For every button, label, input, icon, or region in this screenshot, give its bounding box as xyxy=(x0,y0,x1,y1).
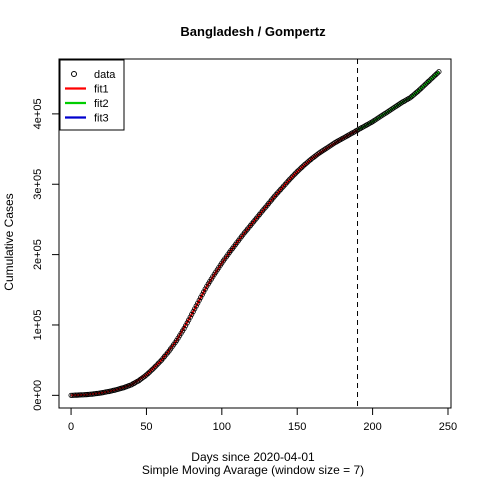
data-point xyxy=(149,366,156,372)
data-point xyxy=(297,166,303,172)
data-point xyxy=(412,91,418,97)
data-point xyxy=(142,373,148,379)
x-axis-label: Days since 2020-04-01 xyxy=(191,450,315,464)
data-point xyxy=(276,188,282,194)
data-point xyxy=(287,176,293,182)
data-point xyxy=(413,90,419,96)
legend-label-fit3: fit3 xyxy=(94,113,109,125)
y-axis-label: Cumulative Cases xyxy=(2,193,16,290)
data-point xyxy=(421,83,427,89)
data-point xyxy=(299,164,305,170)
x-tick-label: 50 xyxy=(140,421,152,433)
legend-label-fit1: fit1 xyxy=(94,84,109,96)
data-point xyxy=(296,167,302,173)
data-point xyxy=(152,363,159,369)
data-point xyxy=(290,173,296,179)
legend-label-data: data xyxy=(94,69,116,81)
x-tick-label: 200 xyxy=(363,421,381,433)
data-point xyxy=(280,183,287,189)
data-point xyxy=(274,190,281,196)
x-axis-sublabel: Simple Moving Avarage (window size = 7) xyxy=(142,463,364,477)
data-point xyxy=(271,193,278,199)
data-point xyxy=(146,369,153,375)
data-point xyxy=(418,86,424,92)
x-tick-label: 0 xyxy=(68,421,74,433)
data-point xyxy=(293,170,299,176)
data-point xyxy=(282,181,288,187)
data-point xyxy=(184,320,190,326)
data-point xyxy=(424,80,430,86)
y-tick-label: 1e+05 xyxy=(32,310,44,341)
data-point xyxy=(419,84,425,90)
data-point xyxy=(189,311,195,317)
data-point xyxy=(407,95,413,101)
x-tick-label: 250 xyxy=(439,421,457,433)
y-tick-label: 3e+05 xyxy=(32,169,44,200)
data-point xyxy=(410,92,416,98)
data-point xyxy=(183,323,189,329)
data-point xyxy=(201,289,207,295)
y-tick-label: 0e+00 xyxy=(32,380,44,411)
data-point xyxy=(294,169,300,175)
data-point xyxy=(427,77,433,83)
data-point xyxy=(431,73,437,79)
legend-symbol-data xyxy=(71,71,77,77)
data-point xyxy=(305,159,311,165)
data-point xyxy=(193,303,199,309)
data-point xyxy=(186,317,192,323)
data-point xyxy=(303,160,309,166)
data-point xyxy=(306,158,312,164)
data-point xyxy=(273,191,279,198)
data-point xyxy=(195,300,201,306)
data-point xyxy=(422,81,428,87)
data-point xyxy=(202,286,208,292)
data-point xyxy=(436,69,442,75)
data-point xyxy=(425,78,431,85)
data-point xyxy=(145,370,151,377)
data-point xyxy=(279,185,285,191)
y-tick-label: 2e+05 xyxy=(32,239,44,270)
data-point xyxy=(155,360,162,366)
data-point xyxy=(433,71,439,78)
x-tick-label: 100 xyxy=(213,421,231,433)
data-point xyxy=(196,297,202,303)
data-point xyxy=(428,76,434,82)
data-point xyxy=(285,178,291,184)
legend-label-fit2: fit2 xyxy=(94,98,109,110)
y-tick-label: 4e+05 xyxy=(32,98,44,129)
y-axis: 0e+00 1e+05 2e+05 3e+05 4e+05 xyxy=(32,98,60,411)
data-point xyxy=(143,372,149,378)
data-point xyxy=(190,308,196,315)
data-point xyxy=(409,93,415,100)
data-point xyxy=(187,314,193,320)
data-point xyxy=(199,292,205,298)
data-point xyxy=(430,74,436,80)
legend: data fit1 fit2 fit3 xyxy=(59,59,125,131)
data-point xyxy=(148,368,154,374)
data-point xyxy=(154,362,160,368)
data-point xyxy=(302,161,308,168)
data-point xyxy=(198,294,204,301)
data-points xyxy=(68,69,442,398)
data-point xyxy=(151,365,157,371)
data-point xyxy=(277,186,284,193)
data-point xyxy=(284,180,290,186)
chart-title: Bangladesh / Gompertz xyxy=(180,24,326,39)
data-point xyxy=(416,87,422,93)
data-point xyxy=(157,359,163,365)
data-point xyxy=(181,325,187,332)
data-point xyxy=(415,88,421,95)
data-point xyxy=(434,70,440,76)
x-axis: 0 50 100 150 200 250 xyxy=(68,407,457,433)
data-point xyxy=(291,172,297,178)
data-point xyxy=(192,306,198,312)
x-tick-label: 150 xyxy=(288,421,306,433)
data-point xyxy=(300,163,306,169)
data-point xyxy=(288,175,294,181)
